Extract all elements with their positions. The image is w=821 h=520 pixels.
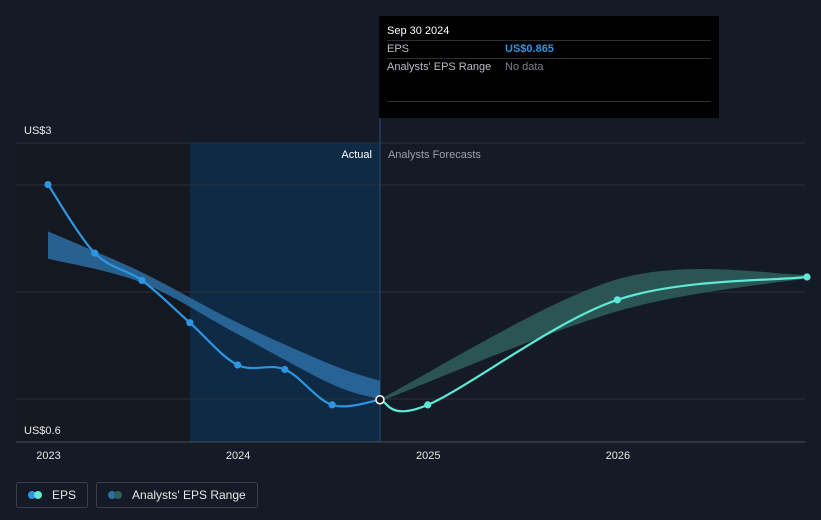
actual-label: Actual [341, 149, 372, 161]
eps-point-actual-3 [186, 319, 194, 327]
tooltip: Sep 30 2024 EPS US$0.865 Analysts' EPS R… [379, 16, 719, 118]
eps-point-forecast-2 [613, 296, 621, 304]
eps-swatch-icon [28, 491, 44, 499]
tooltip-eps-value: US$0.865 [505, 43, 554, 55]
x-tick-label-2023: 2023 [36, 450, 60, 462]
tooltip-row-range: Analysts' EPS Range No data [387, 58, 711, 76]
eps-chart: US$3 US$0.6 2023 2024 2025 2026 Actual Analysts… [16, 118, 811, 462]
y-tick-label-1: US$0.6 [24, 425, 61, 437]
eps-point-actual-1 [91, 249, 99, 257]
eps-point-actual-5 [281, 365, 289, 374]
legend: EPS Analysts' EPS Range [16, 482, 258, 508]
eps-range-swatch-icon [108, 491, 124, 499]
eps-point-actual-4 [234, 361, 242, 369]
forecast-label: Analysts Forecasts [388, 149, 481, 161]
eps-range-band-forecast [379, 268, 807, 402]
legend-eps-label: EPS [52, 488, 77, 502]
legend-item-eps[interactable]: EPS [16, 482, 89, 508]
tooltip-date: Sep 30 2024 [387, 25, 450, 37]
x-tick-label-2025: 2025 [416, 450, 440, 462]
x-tick-label-2026: 2026 [606, 450, 630, 462]
eps-point-actual-0 [44, 180, 52, 189]
legend-eps-range-label: Analysts' EPS Range [132, 488, 246, 502]
y-tick-label-0: US$3 [24, 125, 52, 137]
legend-item-eps-range[interactable]: Analysts' EPS Range [96, 482, 258, 508]
tooltip-divider [387, 101, 711, 102]
eps-line-forecast [379, 275, 808, 413]
tooltip-row-eps: EPS US$0.865 [387, 40, 711, 58]
eps-point-selected [375, 394, 385, 405]
eps-point-actual-6 [328, 401, 336, 409]
eps-point-actual-2 [138, 276, 146, 285]
eps-point-forecast-3 [803, 273, 811, 281]
eps-point-forecast-1 [424, 401, 432, 409]
tooltip-eps-label: EPS [387, 43, 410, 55]
tooltip-range-value: No data [505, 61, 544, 73]
tooltip-range-label: Analysts' EPS Range [387, 61, 492, 73]
x-tick-label-2024: 2024 [226, 450, 250, 462]
